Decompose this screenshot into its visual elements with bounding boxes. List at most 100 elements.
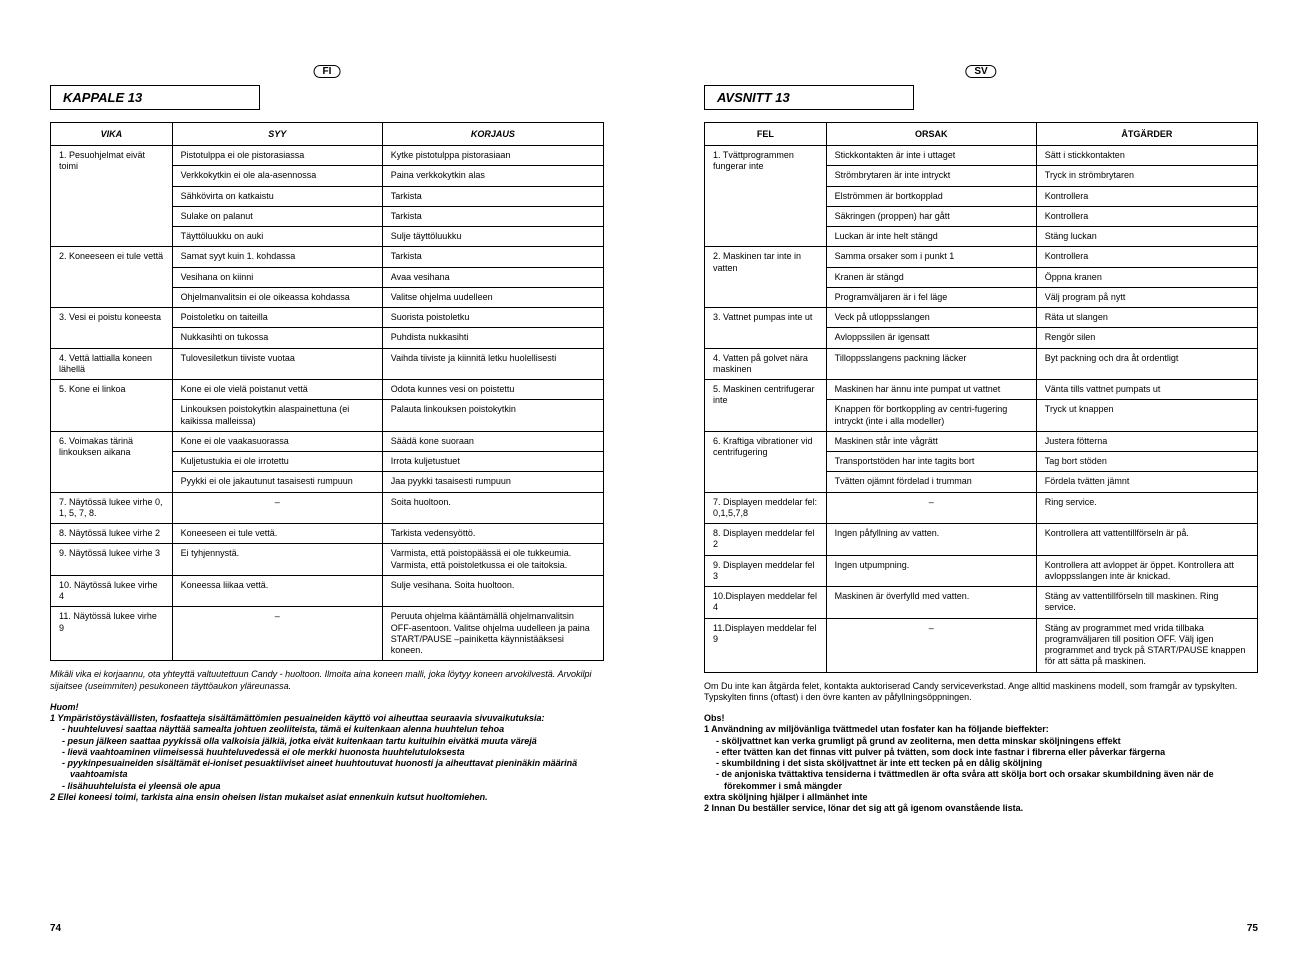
cause-cell: Strömbrytaren är inte intryckt (826, 166, 1036, 186)
note1-title-fi: 1 Ympäristöystävällisten, fosfaatteja si… (50, 713, 604, 724)
cause-cell: Vesihana on kiinni (172, 267, 382, 287)
fault-cell: 4. Vettä lattialla koneen lähellä (51, 348, 173, 380)
header-fault: VIKA (51, 123, 173, 146)
right-page: SV AVSNITT 13 FEL ORSAK ÅTGÄRDER 1. Tvät… (654, 0, 1308, 954)
remedy-cell: Tarkista vedensyöttö. (382, 524, 603, 544)
fault-table-fi: VIKA SYY KORJAUS 1. Pesuohjelmat eivät t… (50, 122, 604, 661)
header-remedy-sv: ÅTGÄRDER (1036, 123, 1257, 146)
cause-cell: Kuljetustukia ei ole irrotettu (172, 452, 382, 472)
cause-cell: Tilloppsslangens packning läcker (826, 348, 1036, 380)
fault-cell: 10.Displayen meddelar fel 4 (705, 587, 827, 619)
table-row: 11.Displayen meddelar fel 9–Stäng av pro… (705, 618, 1258, 672)
fault-cell: 3. Vattnet pumpas inte ut (705, 308, 827, 349)
notes-sv: Obs! 1 Användning av miljövänliga tvättm… (704, 713, 1258, 814)
left-page: FI KAPPALE 13 VIKA SYY KORJAUS 1. Pesuoh… (0, 0, 654, 954)
cause-cell: Tulovesiletkun tiiviste vuotaa (172, 348, 382, 380)
fault-cell: 11.Displayen meddelar fel 9 (705, 618, 827, 672)
remedy-cell: Justera fötterna (1036, 431, 1257, 451)
remedy-cell: Suorista poistoletku (382, 308, 603, 328)
remedy-cell: Kytke pistotulppa pistorasiaan (382, 146, 603, 166)
remedy-cell: Jaa pyykki tasaisesti rumpuun (382, 472, 603, 492)
fault-cell: 1. Pesuohjelmat eivät toimi (51, 146, 173, 247)
remedy-cell: Stäng luckan (1036, 227, 1257, 247)
remedy-cell: Kontrollera att avloppet är öppet. Kontr… (1036, 555, 1257, 587)
list-item: sköljvattnet kan verka grumligt på grund… (716, 736, 1258, 747)
cause-cell: Kranen är stängd (826, 267, 1036, 287)
table-row: 7. Displayen meddelar fel: 0,1,5,7,8–Rin… (705, 492, 1258, 524)
fault-cell: 6. Voimakas tärinä linkouksen aikana (51, 431, 173, 492)
cause-cell: Kone ei ole vielä poistanut vettä (172, 380, 382, 400)
fault-cell: 4. Vatten på golvet nära maskinen (705, 348, 827, 380)
remedy-cell: Valitse ohjelma uudelleen (382, 287, 603, 307)
remedy-cell: Rengör silen (1036, 328, 1257, 348)
remedy-cell: Tarkista (382, 206, 603, 226)
huom-label: Huom! (50, 702, 604, 713)
remedy-cell: Välj program på nytt (1036, 287, 1257, 307)
remedy-cell: Fördela tvätten jämnt (1036, 472, 1257, 492)
page-number-right: 75 (1247, 923, 1258, 934)
cause-cell: Pistotulppa ei ole pistorasiassa (172, 146, 382, 166)
remedy-cell: Kontrollera att vattentillförseln är på. (1036, 524, 1257, 556)
fault-cell: 11. Näytössä lukee virhe 9 (51, 607, 173, 661)
remedy-cell: Soita huoltoon. (382, 492, 603, 524)
note1-list-fi: huuhteluvesi saattaa näyttää samealta jo… (50, 724, 604, 792)
remedy-cell: Kontrollera (1036, 206, 1257, 226)
table-row: 7. Näytössä lukee virhe 0, 1, 5, 7, 8.–S… (51, 492, 604, 524)
cause-cell: Täyttöluukku on auki (172, 227, 382, 247)
table-row: 4. Vettä lattialla koneen lähelläTuloves… (51, 348, 604, 380)
list-item: pyykinpesuaineiden sisältämät ei-ioniset… (62, 758, 604, 781)
cause-cell: – (826, 492, 1036, 524)
remedy-cell: Tag bort stöden (1036, 452, 1257, 472)
cause-cell: Maskinen står inte vågrätt (826, 431, 1036, 451)
cause-cell: Stickkontakten är inte i uttaget (826, 146, 1036, 166)
cause-cell: Avloppssilen är igensatt (826, 328, 1036, 348)
cause-cell: Ingen påfyllning av vatten. (826, 524, 1036, 556)
remedy-cell: Odota kunnes vesi on poistettu (382, 380, 603, 400)
note2-sv: 2 Innan Du beställer service, lönar det … (704, 803, 1258, 814)
notes-fi: Huom! 1 Ympäristöystävällisten, fosfaatt… (50, 702, 604, 803)
remedy-cell: Sulje täyttöluukku (382, 227, 603, 247)
remedy-cell: Tarkista (382, 247, 603, 267)
table-row: 2. Maskinen tar inte in vattenSamma orsa… (705, 247, 1258, 267)
fault-cell: 10. Näytössä lukee virhe 4 (51, 575, 173, 607)
table-row: 5. Kone ei linkoaKone ei ole vielä poist… (51, 380, 604, 400)
table-row: 11. Näytössä lukee virhe 9–Peruuta ohjel… (51, 607, 604, 661)
remedy-cell: Sätt i stickkontakten (1036, 146, 1257, 166)
table-row: 6. Voimakas tärinä linkouksen aikanaKone… (51, 431, 604, 451)
table-row: 9. Displayen meddelar fel 3Ingen utpumpn… (705, 555, 1258, 587)
header-remedy: KORJAUS (382, 123, 603, 146)
remedy-cell: Kontrollera (1036, 186, 1257, 206)
cause-cell: Sulake on palanut (172, 206, 382, 226)
list-item: skumbildning i det sista sköljvattnet är… (716, 758, 1258, 769)
remedy-cell: Stäng av programmet med vrida tillbaka p… (1036, 618, 1257, 672)
header-cause: SYY (172, 123, 382, 146)
cause-cell: Verkkokytkin ei ole ala-asennossa (172, 166, 382, 186)
cause-cell: Nukkasihti on tukossa (172, 328, 382, 348)
note2-fi: 2 Ellei koneesi toimi, tarkista aina ens… (50, 792, 604, 803)
fault-table-sv: FEL ORSAK ÅTGÄRDER 1. Tvättprogrammen fu… (704, 122, 1258, 673)
cause-cell: Programväljaren är i fel läge (826, 287, 1036, 307)
remedy-cell: Paina verkkokytkin alas (382, 166, 603, 186)
fault-cell: 3. Vesi ei poistu koneesta (51, 308, 173, 349)
remedy-cell: Kontrollera (1036, 247, 1257, 267)
remedy-cell: Sulje vesihana. Soita huoltoon. (382, 575, 603, 607)
list-item: lievä vaahtoaminen viimeisessä huuhteluv… (62, 747, 604, 758)
table-row: 5. Maskinen centrifugerar inteMaskinen h… (705, 380, 1258, 400)
page-number-left: 74 (50, 923, 61, 934)
remedy-cell: Tarkista (382, 186, 603, 206)
cause-cell: – (172, 492, 382, 524)
table-row: 10.Displayen meddelar fel 4Maskinen är ö… (705, 587, 1258, 619)
chapter-title-fi: KAPPALE 13 (50, 85, 260, 110)
fault-cell: 8. Displayen meddelar fel 2 (705, 524, 827, 556)
cause-cell: Maskinen är överfylld med vatten. (826, 587, 1036, 619)
remedy-cell: Räta ut slangen (1036, 308, 1257, 328)
list-item: efter tvätten kan det finnas vitt pulver… (716, 747, 1258, 758)
cause-cell: Samma orsaker som i punkt 1 (826, 247, 1036, 267)
note1-list-sv: sköljvattnet kan verka grumligt på grund… (704, 736, 1258, 792)
note1-title-sv: 1 Användning av miljövänliga tvättmedel … (704, 724, 1258, 735)
table-row: 1. Tvättprogrammen fungerar inteStickkon… (705, 146, 1258, 166)
cause-cell: Koneessa liikaa vettä. (172, 575, 382, 607)
cause-cell: Ei tyhjennystä. (172, 544, 382, 576)
fault-cell: 7. Displayen meddelar fel: 0,1,5,7,8 (705, 492, 827, 524)
cause-cell: – (826, 618, 1036, 672)
